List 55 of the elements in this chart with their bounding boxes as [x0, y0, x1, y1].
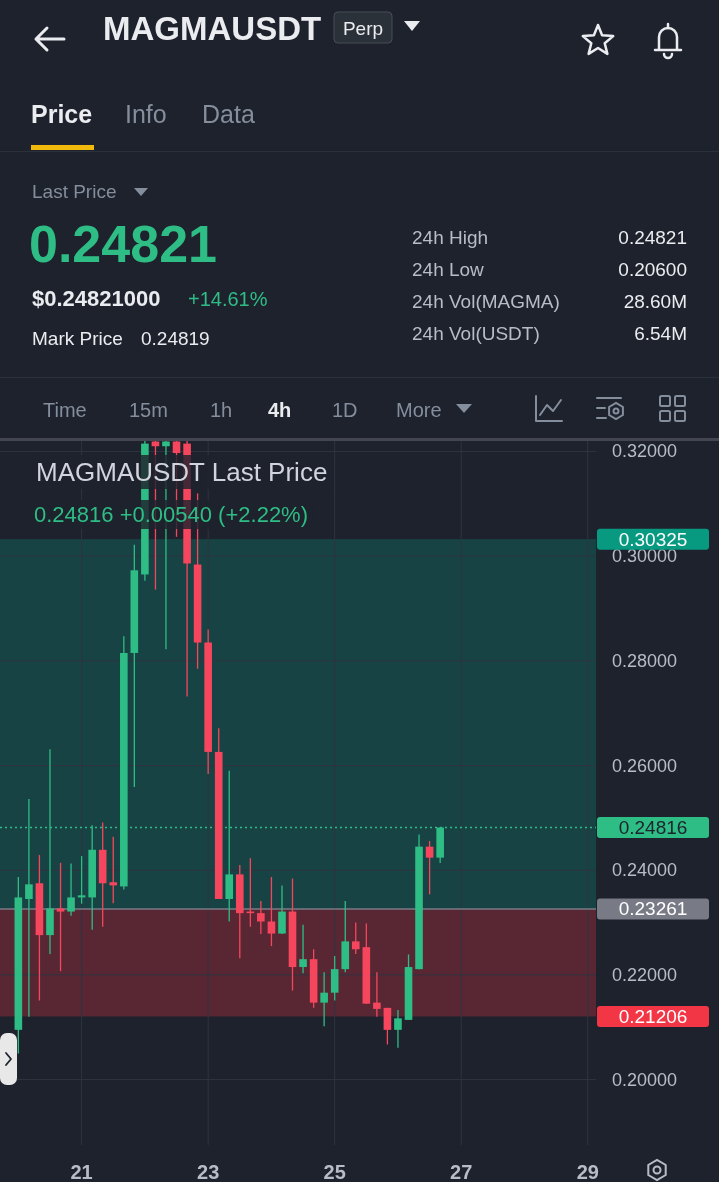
candlestick	[109, 836, 118, 904]
text: Perp	[342, 18, 384, 39]
candlestick	[383, 1007, 392, 1046]
y-tick-label: 0.28000	[612, 650, 678, 671]
text: 4h	[268, 399, 292, 421]
text: 1D	[332, 399, 358, 421]
candlestick	[257, 900, 265, 935]
text: Mark Price	[32, 328, 123, 349]
text: 24h High	[412, 227, 489, 248]
candlestick	[330, 955, 339, 1002]
x-tick-label: 27	[450, 1161, 473, 1182]
y-tick-label: 0.26000	[612, 755, 678, 776]
text: $0.24821000	[32, 286, 161, 311]
text: Price	[31, 100, 93, 128]
candlestick	[320, 971, 328, 1027]
y-tick-label: 0.32000	[612, 441, 678, 462]
candlestick	[56, 862, 65, 972]
candlestick	[67, 862, 75, 917]
text: 0.20600	[618, 259, 687, 280]
ref-line-label: 0.23261	[618, 898, 688, 920]
text: Last Price	[32, 181, 117, 202]
candlestick	[299, 923, 307, 974]
candlestick	[394, 1009, 402, 1049]
candlestick	[278, 884, 286, 935]
text: 1h	[210, 399, 233, 421]
x-tick-label: 23	[197, 1161, 220, 1182]
text: 6.54M	[634, 323, 687, 344]
candlestick	[425, 840, 434, 895]
y-tick-label: 0.20000	[612, 1069, 678, 1090]
x-tick-label: 21	[70, 1161, 93, 1182]
text: 0.24816 +0.00540 (+2.22%)	[34, 502, 309, 527]
x-tick-label: 29	[576, 1161, 599, 1182]
text: More	[396, 399, 442, 421]
text: MAGMAUSDT	[103, 10, 322, 47]
x-tick-label: 25	[323, 1161, 346, 1182]
candlestick	[267, 876, 276, 947]
candlestick	[373, 971, 381, 1018]
text: 0.24821	[29, 215, 217, 273]
text: 0.24819	[141, 328, 210, 349]
text: 24h Low	[412, 259, 485, 280]
text: +14.61%	[188, 288, 268, 310]
text: 15m	[129, 399, 168, 421]
text: MAGMAUSDT Last Price	[36, 457, 328, 487]
text: 28.60M	[623, 291, 687, 312]
text: Data	[202, 100, 255, 128]
text: Time	[43, 399, 87, 421]
text: 0.24821	[618, 227, 687, 248]
y-tick-label: 0.24000	[612, 860, 678, 881]
text: 24h Vol(USDT)	[412, 323, 540, 344]
ref-line-label: 0.24816	[618, 816, 688, 838]
band-label: 0.21206	[618, 1005, 688, 1027]
text: Info	[125, 100, 167, 128]
y-tick-label: 0.22000	[612, 964, 678, 985]
candlestick	[351, 921, 360, 955]
text: 24h Vol(MAGMA)	[412, 291, 560, 312]
